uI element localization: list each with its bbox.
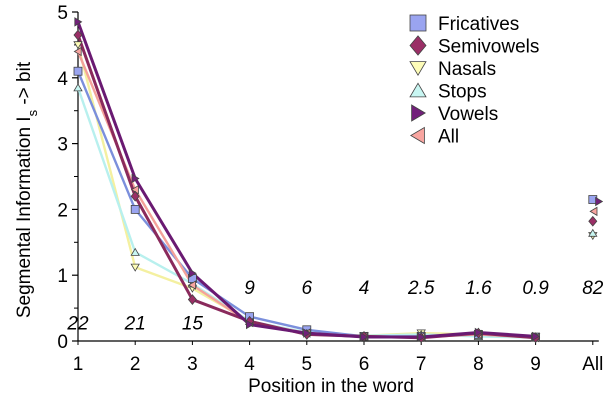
legend-label-semivowels: Semivowels [438,37,539,58]
series-line-stops [76,87,536,339]
annotation-label: 1.6 [465,278,492,299]
y-axis-title-main: Segmental Information I [14,116,35,318]
data-point-all [73,46,82,57]
annotation-label: 6 [302,278,313,299]
y-axis-title: Segmental Information Is -> bit [14,61,40,318]
annotation-label: 2.5 [407,278,435,299]
x-tick-label: 4 [244,354,255,375]
legend-label-vowels: Vowels [438,104,498,125]
axes [77,12,599,342]
annotation-label: 15 [182,314,204,335]
x-tick-label: 5 [302,354,313,375]
annotation-label: 21 [124,314,146,335]
data-point-nasals [73,41,83,50]
x-tick-label: 6 [359,354,370,375]
legend-marker-vowels [411,104,426,122]
y-axis-title-suffix: -> bit [14,61,35,110]
data-point-vowels [360,332,369,342]
annotation-label: 0.9 [522,278,549,299]
annotations: 22 21 15 9 6 4 2.5 1.6 0.9 82 [66,278,603,335]
data-point-vowels-all [595,196,603,207]
data-point-semivowels [73,29,83,41]
data-point-semivowels [187,294,197,305]
data-point-vowels [303,328,312,338]
data-point-vowels [474,327,483,338]
legend-marker-fricatives [409,14,427,32]
legend-marker-semivowels [409,35,427,56]
data-point-fricatives [73,66,83,76]
data-point-vowels [417,332,426,342]
y-tick-label: 4 [57,69,68,90]
series-markers [73,17,603,344]
x-tick-label: All [582,354,603,375]
data-point-vowels [245,319,254,330]
x-tick-label: 9 [530,354,541,375]
data-point-fricatives [130,204,140,214]
x-tick-label: 3 [187,354,198,375]
y-tick-label: 0 [57,332,68,353]
data-point-nasals [130,263,140,272]
annotation-label: 9 [244,278,255,299]
y-axis-ticks: 0 1 2 3 4 5 [57,3,78,353]
y-tick-label: 5 [57,3,68,24]
legend-marker-stops [409,82,427,98]
legend-label-stops: Stops [438,82,487,103]
x-axis-title: Position in the word [248,376,414,397]
y-tick-label: 1 [57,266,68,287]
x-tick-label: 7 [416,354,427,375]
data-point-all-all [589,206,598,217]
legend-marker-all [410,126,425,145]
y-axis-title-subscript: s [25,109,40,116]
x-tick-label: 2 [130,354,141,375]
annotation-label: 22 [66,314,89,335]
legend-label-fricatives: Fricatives [438,14,519,35]
data-point-stops-all [588,228,598,237]
legend-marker-nasals [409,61,427,76]
legend-label-all: All [438,127,459,148]
data-point-stops [73,83,83,92]
x-tick-label: 1 [73,354,84,375]
x-tick-label: 8 [473,354,484,375]
data-point-vowels [131,173,140,184]
x-axis-ticks: 1 2 3 4 5 6 7 8 9 All [73,341,603,375]
y-tick-label: 3 [57,135,68,156]
data-point-stops [130,247,140,256]
data-point-vowels [532,331,540,342]
data-point-semivowels [130,190,140,202]
y-tick-label: 2 [57,200,68,221]
annotation-label: 82 [582,278,603,299]
legend-label-nasals: Nasals [438,59,496,80]
data-point-semivowels-all [588,215,598,227]
data-point-all [188,280,197,290]
annotation-label: 4 [359,278,370,299]
data-point-vowels [74,17,83,27]
data-point-vowels [188,268,197,278]
